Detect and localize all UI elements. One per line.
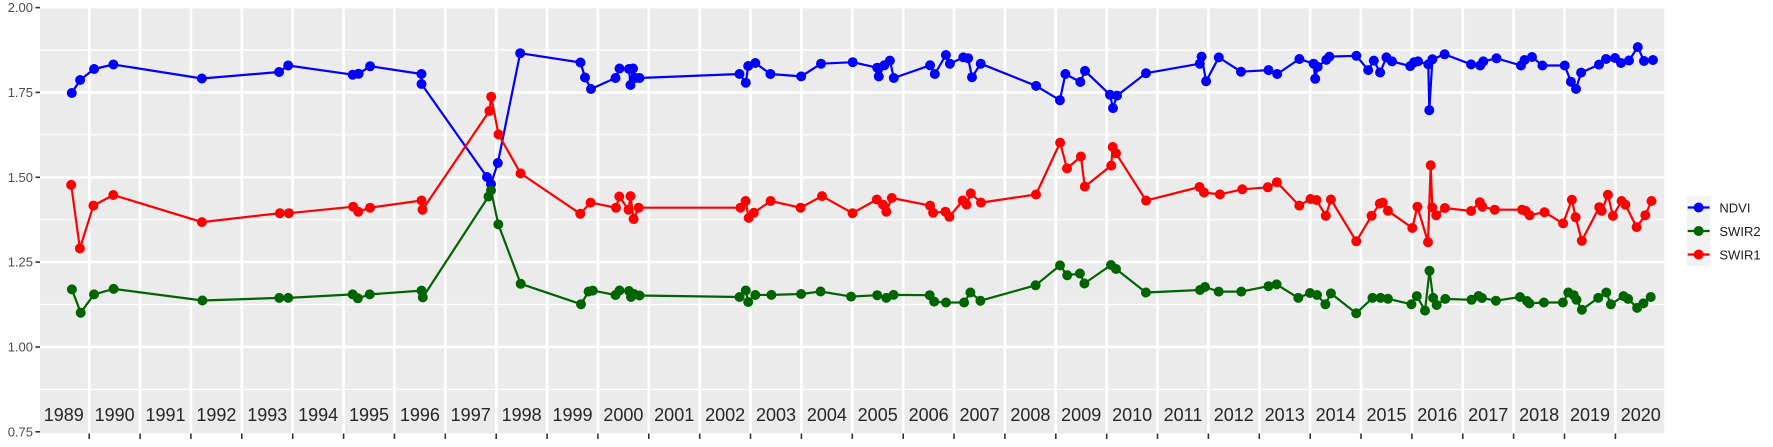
svg-text:SWIR2: SWIR2 xyxy=(1719,224,1760,239)
svg-text:1991: 1991 xyxy=(145,405,185,425)
svg-text:1999: 1999 xyxy=(552,405,592,425)
svg-text:2002: 2002 xyxy=(705,405,745,425)
svg-text:1.00: 1.00 xyxy=(8,340,33,355)
svg-text:1998: 1998 xyxy=(502,405,542,425)
svg-text:2013: 2013 xyxy=(1265,405,1305,425)
svg-text:2011: 2011 xyxy=(1164,405,1203,425)
svg-text:0.75: 0.75 xyxy=(8,424,33,439)
svg-text:2003: 2003 xyxy=(756,405,796,425)
svg-text:2009: 2009 xyxy=(1061,405,1101,425)
svg-text:2015: 2015 xyxy=(1366,405,1406,425)
svg-text:2004: 2004 xyxy=(807,405,847,425)
svg-text:1994: 1994 xyxy=(298,405,338,425)
svg-text:1989: 1989 xyxy=(44,405,84,425)
svg-text:1992: 1992 xyxy=(196,405,236,425)
svg-text:2.00: 2.00 xyxy=(8,0,33,15)
svg-text:1996: 1996 xyxy=(400,405,440,425)
svg-text:2000: 2000 xyxy=(603,405,643,425)
svg-text:1990: 1990 xyxy=(95,405,135,425)
svg-text:2005: 2005 xyxy=(858,405,898,425)
svg-text:2008: 2008 xyxy=(1010,405,1050,425)
svg-text:2014: 2014 xyxy=(1316,405,1356,425)
svg-text:1997: 1997 xyxy=(451,405,491,425)
svg-text:2019: 2019 xyxy=(1570,405,1610,425)
svg-text:2007: 2007 xyxy=(959,405,999,425)
svg-text:2017: 2017 xyxy=(1468,405,1508,425)
svg-text:2001: 2001 xyxy=(654,405,694,425)
svg-text:2010: 2010 xyxy=(1112,405,1152,425)
svg-text:1.50: 1.50 xyxy=(8,170,33,185)
svg-text:2018: 2018 xyxy=(1519,405,1559,425)
svg-text:1.75: 1.75 xyxy=(8,85,33,100)
svg-text:2006: 2006 xyxy=(909,405,949,425)
svg-text:2016: 2016 xyxy=(1417,405,1457,425)
svg-text:NDVI: NDVI xyxy=(1719,200,1750,215)
svg-text:2020: 2020 xyxy=(1621,405,1661,425)
svg-text:SWIR1: SWIR1 xyxy=(1719,247,1760,262)
svg-text:1995: 1995 xyxy=(349,405,389,425)
svg-text:2012: 2012 xyxy=(1214,405,1254,425)
svg-text:1993: 1993 xyxy=(247,405,287,425)
svg-text:1.25: 1.25 xyxy=(8,255,33,270)
